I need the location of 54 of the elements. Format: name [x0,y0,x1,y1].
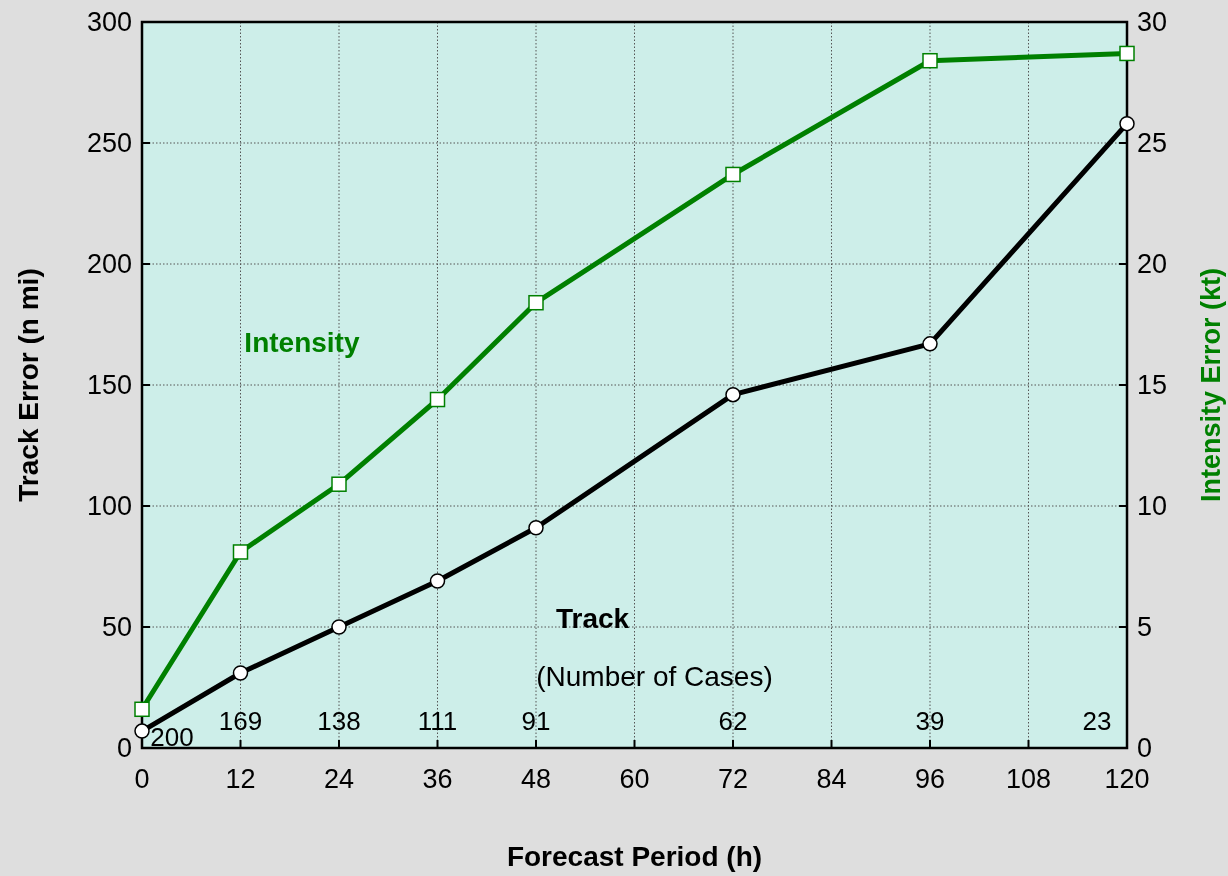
x-tick-label: 120 [1104,764,1150,794]
point [922,52,938,69]
point [922,336,938,352]
point [725,386,741,403]
y-tick-label: 300 [86,7,132,37]
y-tick-label: 100 [86,491,132,521]
point [1119,115,1135,132]
x-tick-label: 60 [619,764,650,794]
point [331,619,347,635]
x-tick-label: 108 [1005,764,1052,794]
x-tick-label: 72 [717,764,749,794]
y-tick-label: 200 [86,249,132,279]
point [331,476,347,492]
x-tick-label: 84 [816,764,847,794]
y2-tick-label: 15 [1137,370,1168,400]
y2-axis-title: Intensity Error (kt) [1196,267,1226,503]
annotation: 91 [521,706,551,736]
annotation: 111 [417,706,458,736]
y-tick-label: 50 [101,612,132,642]
x-axis-title: Forecast Period (h) [506,841,763,872]
y2-tick-label: 5 [1137,612,1153,642]
y-tick-label: 0 [116,733,132,763]
y2-tick-label: 25 [1137,128,1168,158]
annotation: 169 [218,706,263,736]
point [1119,45,1135,62]
text: Track [556,602,630,634]
annotation: 39 [915,706,945,736]
y2-tick-label: 0 [1137,733,1153,763]
y-axis-title: Track Error (n mi) [13,268,44,502]
y2-tick-label: 20 [1137,249,1168,279]
point [429,391,446,408]
x-tick-label: 12 [225,764,256,794]
y2-tick-label: 30 [1137,7,1168,37]
point [725,166,741,183]
annotation: 62 [718,706,748,736]
text: Intensity [244,326,360,358]
annotation: 200 [150,722,194,752]
point [528,520,544,536]
annotation: (Number of Cases) [536,661,773,692]
y-tick-label: 150 [86,370,132,400]
point [134,723,150,739]
y-tick-label: 250 [86,128,132,158]
annotation: 138 [317,706,361,736]
point [232,544,249,560]
point [528,294,544,311]
y2-tick-label: 10 [1137,491,1168,521]
point [134,701,150,718]
x-tick-label: 96 [914,764,946,794]
x-tick-label: 24 [323,764,355,794]
annotation: 23 [1082,706,1112,736]
point [429,573,446,589]
x-tick-label: 36 [422,764,453,794]
x-tick-label: 48 [520,764,552,794]
point [232,665,249,681]
